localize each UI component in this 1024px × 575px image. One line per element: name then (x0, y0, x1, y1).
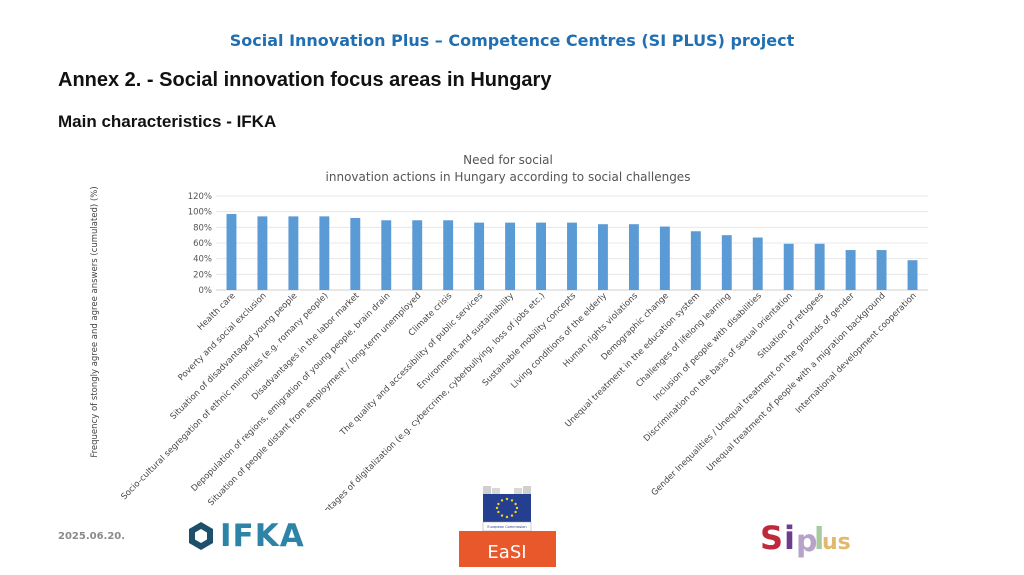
svg-text:S: S (760, 519, 783, 557)
ifka-logo-text: IFKA (220, 518, 305, 554)
bar (412, 220, 423, 290)
svg-text:l: l (814, 522, 824, 557)
x-tick-label: Socio-cultural segregation of ethnic min… (119, 291, 330, 502)
y-tick-label: 80% (193, 223, 212, 233)
x-tick-label: Inclusion of people with disabilities (652, 291, 765, 404)
chart-title-line-1: Need for social (463, 153, 553, 167)
bar (257, 216, 268, 290)
chart-title-line-2: innovation actions in Hungary according … (326, 170, 691, 184)
bar (505, 222, 516, 290)
easi-logo: EaSI European Commission (459, 486, 556, 567)
y-axis-label: Frequency of stongly agree and agree ans… (90, 186, 100, 457)
bar-chart: Need for social innovation actions in Hu… (90, 153, 928, 510)
x-tick-label: Gender Inequalities / Unequal treatment … (650, 291, 857, 498)
x-tick-label: The quality and accessibility of public … (338, 291, 486, 439)
bar (319, 216, 330, 290)
bar (659, 226, 670, 290)
y-tick-label: 120% (188, 192, 212, 202)
date: 2025.06.20. (58, 531, 126, 542)
svg-text:us: us (822, 530, 851, 555)
bar (567, 222, 577, 290)
y-axis-ticks: 0% 20% 40% 60% 80% 100% 120% (188, 192, 212, 296)
bar (814, 243, 825, 290)
bar (845, 250, 856, 290)
y-tick-label: 100% (188, 208, 212, 218)
bar (350, 217, 361, 290)
svg-text:p: p (796, 524, 817, 559)
siplus-logo: S i p l us (758, 515, 854, 564)
bar (536, 222, 546, 290)
ifka-logo: IFKA (188, 518, 305, 554)
bar (288, 216, 299, 290)
bar (628, 224, 639, 290)
chart-bars (226, 214, 918, 290)
annex-title: Annex 2. - Social innovation focus areas… (58, 69, 552, 91)
bar (474, 222, 485, 290)
bar (721, 235, 732, 290)
y-tick-label: 20% (193, 270, 212, 280)
bar (783, 243, 794, 290)
bar (598, 224, 608, 290)
bar (226, 214, 237, 290)
y-tick-label: 60% (193, 239, 212, 249)
y-tick-label: 0% (199, 286, 213, 296)
header-title: Social Innovation Plus – Competence Cent… (229, 31, 795, 50)
bar (876, 250, 887, 290)
easi-logo-text: EaSI (487, 542, 526, 563)
bar (907, 260, 918, 290)
ifka-hexagon-icon (189, 522, 213, 550)
bar (443, 220, 454, 290)
bar (690, 231, 701, 290)
easi-logo-small-text: European Commission (487, 525, 526, 529)
svg-text:i: i (784, 519, 795, 557)
bar (752, 237, 763, 290)
bar (381, 220, 392, 290)
subtitle: Main characteristics - IFKA (58, 112, 277, 131)
x-tick-label: Depopulation of regions, emigration of y… (190, 291, 393, 494)
y-tick-label: 40% (193, 255, 212, 265)
